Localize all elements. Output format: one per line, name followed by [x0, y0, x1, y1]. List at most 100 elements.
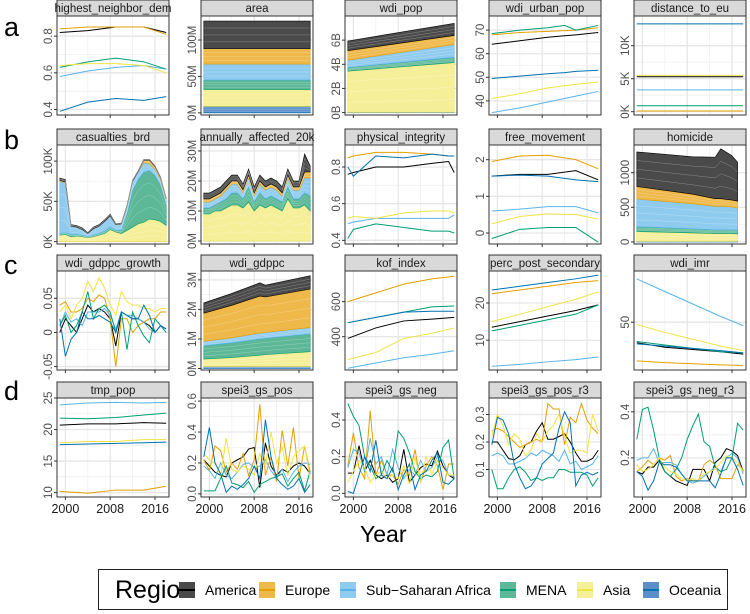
- panel-area: area 0M 50M 100M: [187, 0, 314, 121]
- x-tick-label: 2000: [628, 502, 656, 516]
- data-layer: [491, 24, 599, 114]
- area-inner-line: [203, 328, 311, 343]
- y-tick-label: 100K: [43, 147, 55, 174]
- facet-title: spei3_gs_pos_r3: [501, 385, 589, 397]
- panel-physical-integrity: physical_integrity 0.4 0.6 0.8: [331, 128, 458, 249]
- y-tick-label: 20M: [187, 170, 199, 192]
- line-america: [491, 32, 599, 45]
- area-inner-line: [203, 176, 311, 202]
- area-inner-line: [59, 235, 167, 241]
- y-tick-label: 0.3: [475, 407, 487, 423]
- y-tick-label: 0.2: [187, 455, 199, 471]
- y-tick-label: 50K: [43, 191, 55, 212]
- y-tick-label: 2: [475, 156, 487, 162]
- y-tick-label: 0M: [187, 361, 199, 377]
- data-layer: [203, 153, 311, 242]
- area-inner-line: [203, 282, 311, 309]
- data-layer: [636, 23, 744, 112]
- area-band-america: [203, 153, 311, 200]
- area-inner-line: [203, 167, 311, 198]
- panel-spei3-gs-neg: spei3_gs_neg 0.0 0.2 0.4 2000 2008 2016: [331, 381, 458, 516]
- x-tick-label: 2000: [51, 502, 79, 516]
- panel-perc-post-secondary: perc_post_secondary 10 20: [475, 254, 602, 373]
- y-tick-label: 20: [475, 297, 487, 310]
- y-tick-label: 0.4: [331, 232, 343, 249]
- line-sub-saharan-africa: [59, 64, 167, 77]
- line-europe: [491, 280, 599, 295]
- y-tick-label: 400: [331, 327, 343, 346]
- plot-background: [345, 398, 457, 497]
- area-inner-line: [203, 332, 311, 345]
- panel-tmp-pop: tmp_pop 10 15 20 25 2000 2008 2016: [43, 381, 170, 516]
- line-asia: [636, 454, 744, 482]
- facet-strip: [488, 128, 602, 146]
- plot-background: [634, 16, 746, 115]
- line-asia: [347, 454, 455, 485]
- area-inner-line: [59, 168, 167, 237]
- area-inner-line: [636, 227, 738, 232]
- y-tick-label: 0M: [187, 105, 199, 121]
- legend-label: Sub−Saharan Africa: [366, 582, 491, 598]
- y-tick-label: 100M: [187, 26, 199, 55]
- line-america: [636, 448, 744, 487]
- legend-label: Europe: [285, 582, 331, 598]
- facet-strip: [633, 254, 747, 272]
- facet-strip: [200, 381, 314, 399]
- area-band-america: [203, 275, 311, 314]
- area-inner-line: [347, 53, 455, 66]
- x-axis-title: Year: [360, 521, 407, 547]
- legend-key-mena: [500, 582, 516, 598]
- area-inner-line: [203, 219, 311, 228]
- line-asia: [347, 327, 455, 360]
- facet-title: area: [245, 3, 269, 15]
- x-tick-label: 2016: [718, 502, 746, 516]
- area-inner-line: [203, 285, 311, 311]
- area-inner-line: [636, 228, 738, 233]
- line-europe: [59, 485, 167, 494]
- panel-free-movement: free_movement 0 1 2: [475, 128, 602, 247]
- legend-key-america: [179, 582, 195, 598]
- x-tick-label: 2000: [483, 502, 511, 516]
- line-europe: [636, 360, 744, 366]
- line-america: [347, 316, 455, 339]
- panel-wdi-pop: wdi_pop 0B 2B 4B 6B: [331, 0, 458, 120]
- facet-strip: [488, 254, 602, 272]
- area-inner-line: [636, 160, 738, 173]
- y-tick-label: 0.4: [43, 101, 55, 118]
- legend-label: Asia: [603, 582, 631, 598]
- y-tick-label: 6B: [331, 33, 343, 47]
- line-europe: [491, 154, 599, 170]
- panel-distance-to-eu: distance_to_eu 0K 5K 10K: [620, 0, 747, 119]
- facet-strip: [633, 381, 747, 399]
- x-tick-label: 2016: [141, 502, 169, 516]
- data-layer: [203, 404, 311, 494]
- line-sub-saharan-africa: [347, 214, 455, 225]
- y-tick-label: 0.4: [620, 403, 632, 420]
- facet-title: tmp_pop: [91, 385, 136, 397]
- facet-strip: [200, 254, 314, 272]
- y-tick-label: 0.8: [331, 159, 343, 175]
- data-layer: [59, 276, 167, 367]
- data-layer: [491, 401, 599, 490]
- facet-strip: [200, 128, 314, 146]
- area-inner-line: [636, 192, 738, 205]
- facet-title: physical_integrity: [357, 132, 445, 144]
- facet-strip: [633, 128, 747, 146]
- facet-title: highest_neighbor_dem: [54, 3, 171, 15]
- facet-strip: [56, 0, 170, 17]
- y-tick-label: 1: [475, 193, 487, 199]
- facet-title: wdi_urban_pop: [505, 3, 585, 15]
- plot-background: [345, 145, 457, 244]
- line-sub-saharan-africa: [636, 278, 744, 327]
- area-inner-line: [203, 278, 311, 306]
- y-tick-label: 0K: [43, 234, 55, 248]
- line-oceania: [636, 457, 744, 492]
- area-inner-line: [347, 29, 455, 47]
- area-inner-line: [347, 39, 455, 56]
- legend-item-america: America: [179, 580, 256, 600]
- x-tick-label: 2000: [195, 502, 223, 516]
- facet-strip: [200, 0, 314, 17]
- line-sub-saharan-africa: [59, 401, 167, 406]
- area-inner-line: [59, 159, 167, 234]
